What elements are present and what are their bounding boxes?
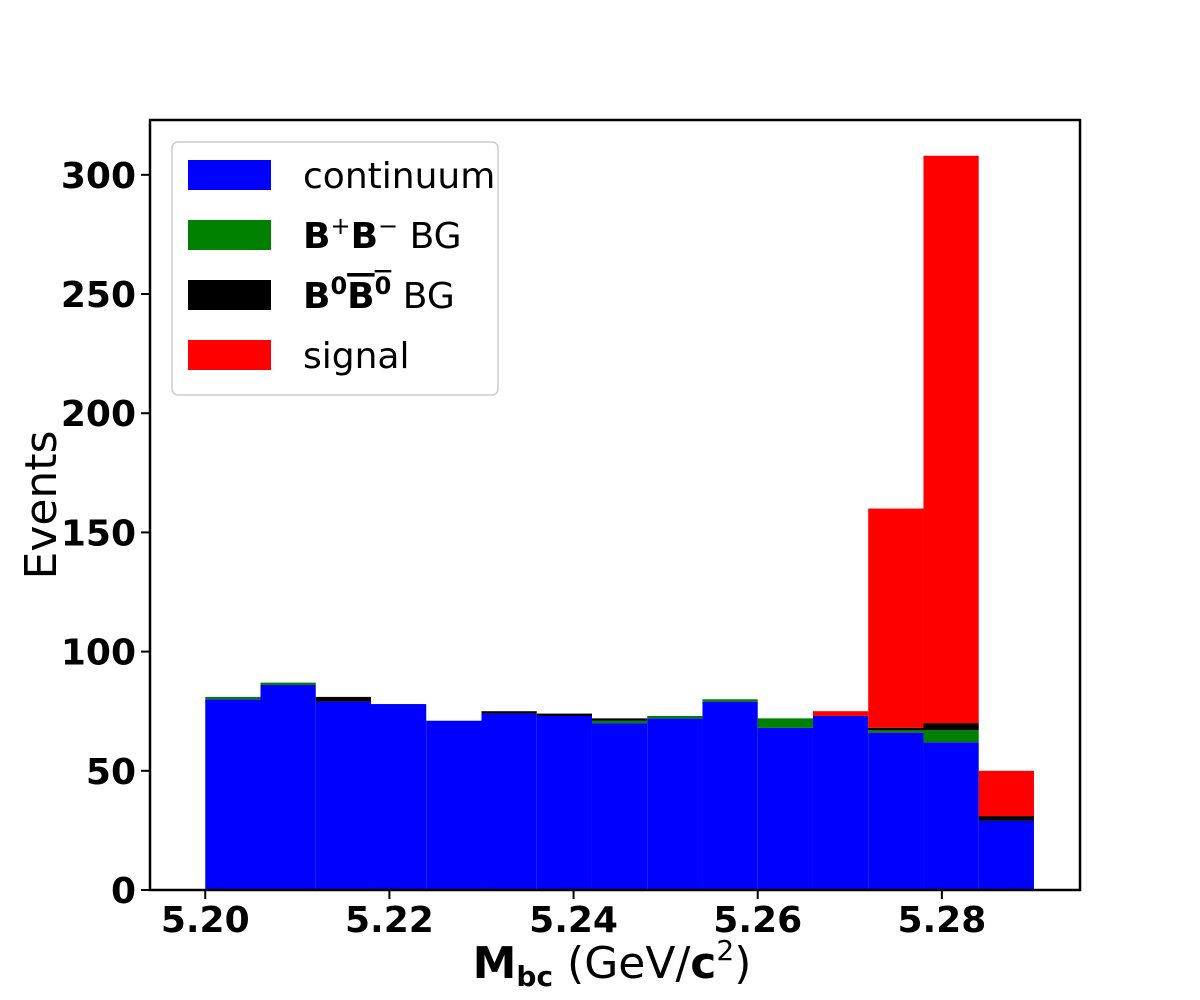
bar-b-b-bg-bin-9 <box>702 699 758 702</box>
bar-b0b0bar-bg-bin-7 <box>591 718 648 721</box>
legend-swatch <box>188 280 271 310</box>
bar-b-b-bg-bin-12 <box>868 730 924 733</box>
y-tick-label: 300 <box>61 156 136 197</box>
legend-label: signal <box>303 336 410 377</box>
legend-label: B+B− BG <box>303 212 462 257</box>
y-tick-label: 50 <box>86 752 136 793</box>
bar-continuum-bin-9 <box>702 701 758 890</box>
y-tick-label: 100 <box>61 633 136 674</box>
y-tick-label: 150 <box>61 513 136 554</box>
legend-swatch <box>188 340 271 370</box>
x-tick-label: 5.22 <box>345 900 434 941</box>
x-axis-label: Mbc (GeV/c2) <box>473 934 752 993</box>
legend: continuum B+B− BG B0B0 BG signal <box>171 141 499 396</box>
bar-b0b0bar-bg-bin-6 <box>536 713 592 716</box>
bar-continuum-bin-6 <box>536 715 592 890</box>
bar-continuum-bin-8 <box>647 718 703 890</box>
legend-label: continuum <box>303 156 495 197</box>
x-tick-label: 5.24 <box>529 900 618 941</box>
bar-b0b0bar-bg-bin-2 <box>315 696 371 702</box>
bar-continuum-bin-11 <box>812 715 869 890</box>
y-tick-label: 200 <box>61 394 136 435</box>
bar-continuum-bin-13 <box>923 742 979 890</box>
histogram-bars <box>205 155 1034 890</box>
bar-b-b-bg-bin-8 <box>647 715 703 719</box>
x-tick-label: 5.20 <box>161 900 250 941</box>
bar-continuum-bin-1 <box>260 684 316 890</box>
bar-continuum-bin-14 <box>978 820 1034 890</box>
bar-continuum-bin-10 <box>757 727 813 890</box>
plot-frame <box>148 118 1082 892</box>
bar-b-b-bg-bin-13 <box>923 730 979 743</box>
bar-b-b-bg-bin-10 <box>757 718 813 728</box>
bar-b-b-bg-bin-1 <box>260 682 316 685</box>
x-tick-label: 5.26 <box>713 900 802 941</box>
legend-box <box>171 141 499 396</box>
bar-continuum-bin-4 <box>426 720 482 890</box>
bar-continuum-bin-12 <box>868 732 924 890</box>
bar-continuum-bin-7 <box>591 723 648 890</box>
bar-signal-bin-14 <box>978 770 1034 817</box>
bar-b0b0bar-bg-bin-5 <box>481 711 537 714</box>
y-tick-label: 0 <box>111 871 136 912</box>
y-axis-label: Events <box>16 431 67 580</box>
legend-swatch <box>188 160 271 190</box>
bar-signal-bin-13 <box>923 155 979 724</box>
bar-b0b0bar-bg-bin-12 <box>868 727 924 731</box>
bar-b0b0bar-bg-bin-14 <box>978 816 1034 821</box>
x-tick-label: 5.28 <box>897 900 986 941</box>
bar-signal-bin-11 <box>812 711 869 716</box>
bar-b-b-bg-bin-7 <box>591 720 648 724</box>
bar-b0b0bar-bg-bin-13 <box>923 723 979 731</box>
legend-swatch <box>188 220 271 250</box>
bar-continuum-bin-0 <box>205 699 261 890</box>
bar-signal-bin-12 <box>868 508 924 728</box>
x-axis-ticks: 5.20 5.22 5.24 5.26 5.28 <box>161 890 986 941</box>
bar-continuum-bin-3 <box>370 704 427 890</box>
y-tick-label: 250 <box>61 275 136 316</box>
bar-b-b-bg-bin-0 <box>205 696 261 700</box>
legend-label: B0B0 BG <box>303 272 455 317</box>
y-axis-ticks: 0 50 100 150 200 250 300 <box>61 156 150 912</box>
bar-continuum-bin-5 <box>481 713 537 890</box>
bar-continuum-bin-2 <box>315 701 371 890</box>
